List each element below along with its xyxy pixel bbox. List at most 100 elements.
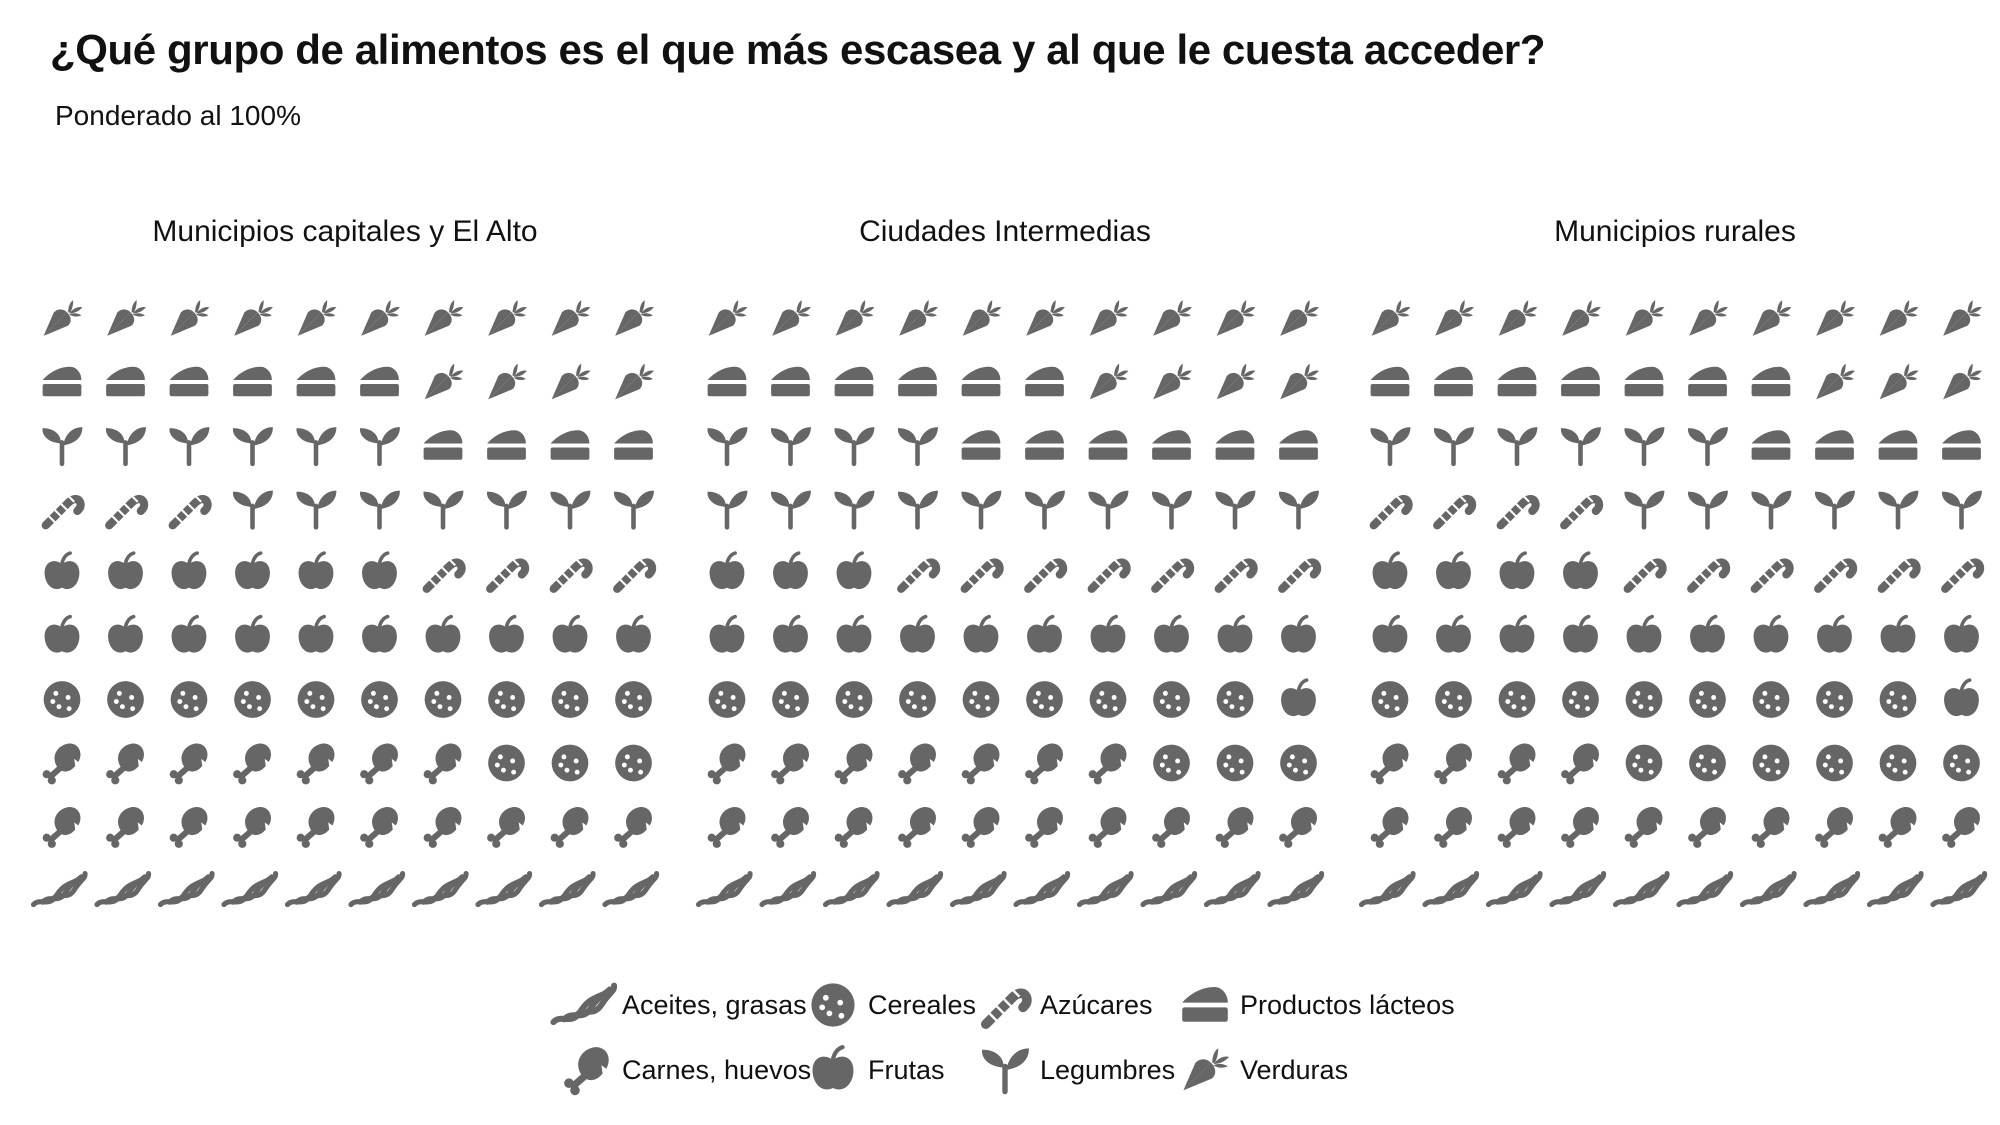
waffle-cell-cheese-icon <box>1088 430 1128 460</box>
waffle-cell-apple-icon <box>298 614 334 653</box>
legend-label-aceites: Aceites, grasas <box>622 990 807 1020</box>
waffle-cell-apple-icon <box>616 614 651 653</box>
waffle-cell-seedling-icon <box>1687 427 1728 467</box>
waffle-cell-drumstick-icon <box>1624 807 1663 848</box>
waffle-cell-apple-icon <box>1690 614 1725 653</box>
waffle-cell-drumstick-icon <box>296 807 335 848</box>
waffle-cell-apple-icon <box>1217 614 1253 653</box>
waffle-cell-candy-cane-icon <box>422 558 466 593</box>
waffle-cell-cheese-icon <box>1215 430 1255 460</box>
waffle-cell-seedling-icon <box>897 427 938 467</box>
waffle-cell-drumstick-icon <box>296 743 335 785</box>
waffle-cell-apple-icon <box>1499 614 1535 653</box>
legend-label-azucares: Azúcares <box>1040 990 1153 1020</box>
waffle-cell-apple-icon <box>44 614 80 653</box>
waffle-cell-cookie-icon <box>1943 744 1980 782</box>
waffle-cell-apple-icon <box>1281 614 1316 653</box>
waffle-cell-carrot-icon <box>1879 300 1919 336</box>
legend-label-legumbres: Legumbres <box>1040 1055 1176 1085</box>
chart-title: ¿Qué grupo de alimentos es el que más es… <box>50 26 1546 73</box>
waffle-cell-drumstick-icon <box>707 807 746 848</box>
waffle-cell-candy-cane-icon <box>1496 494 1540 530</box>
waffle-cell-carrot-icon <box>1816 363 1855 400</box>
waffle-cell-candy-cane-icon <box>613 558 657 593</box>
waffle-cell-carrot-icon <box>1625 300 1665 336</box>
waffle-cell-bacon-icon <box>1676 870 1734 908</box>
waffle-cell-cookie-icon <box>361 681 398 718</box>
waffle-cell-bacon-icon <box>348 870 406 908</box>
legend-label-lacteos: Productos lácteos <box>1240 990 1455 1020</box>
waffle-cell-carrot-icon <box>1026 300 1065 336</box>
panel-title-rurales: Municipios rurales <box>1554 215 1796 248</box>
waffle-cell-carrot-icon <box>424 363 464 400</box>
waffle-cell-cookie-icon <box>1089 681 1127 718</box>
waffle-cell-apple-icon <box>963 614 999 653</box>
waffle-cell-drumstick-icon <box>106 743 144 785</box>
waffle-cell-bacon-icon <box>94 870 152 908</box>
waffle-cell-seedling-icon <box>1215 490 1256 530</box>
waffle-cell-seedling-icon <box>1433 427 1474 467</box>
waffle-cell-seedling-icon <box>296 427 337 467</box>
waffle-cell-drumstick-icon <box>423 743 462 785</box>
waffle-cell-bacon-icon <box>886 870 944 908</box>
waffle-cell-cookie-icon <box>1153 744 1190 782</box>
waffle-cell-carrot-icon <box>488 300 527 336</box>
waffle-cell-candy-cane-icon <box>1214 558 1258 593</box>
waffle-cell-apple-icon <box>1372 551 1408 590</box>
waffle-cell-bacon-icon <box>1612 870 1670 908</box>
waffle-cell-cookie-icon <box>1562 681 1599 718</box>
panel-title-intermedias: Ciudades Intermedias <box>859 215 1151 248</box>
waffle-cell-drumstick-icon <box>1025 807 1063 848</box>
waffle-cell-seedling-icon <box>232 490 273 530</box>
waffle-cell-candy-cane-icon <box>1814 558 1858 593</box>
waffle-cell-apple-icon <box>362 614 397 653</box>
waffle-cell-cheese-icon <box>360 366 399 397</box>
waffle-cell-drumstick-icon <box>834 743 873 785</box>
waffle-cell-drumstick-icon <box>42 743 81 785</box>
waffle-cell-apple-icon <box>1944 678 1979 717</box>
legend-cookie-icon <box>811 983 855 1027</box>
waffle-cell-seedling-icon <box>486 490 527 530</box>
waffle-cell-seedling-icon <box>359 490 400 530</box>
waffle-cell-drumstick-icon <box>233 807 271 848</box>
waffle-cell-cookie-icon <box>107 681 144 718</box>
waffle-cell-carrot-icon <box>1216 300 1256 336</box>
waffle-cell-cookie-icon <box>1026 681 1063 718</box>
waffle-cell-carrot-icon <box>708 300 748 336</box>
waffle-cell-cheese-icon <box>1434 366 1473 397</box>
waffle-cell-drumstick-icon <box>1942 807 1980 848</box>
waffle-cell-cheese-icon <box>1025 366 1064 397</box>
waffle-cell-cookie-icon <box>615 744 652 782</box>
waffle-cell-apple-icon <box>1817 614 1852 653</box>
legend-label-cereales: Cereales <box>868 990 977 1020</box>
waffle-cell-bacon-icon <box>1140 870 1198 908</box>
waffle-cell-seedling-icon <box>42 427 83 467</box>
waffle-cell-candy-cane-icon <box>1750 558 1794 593</box>
waffle-cell-seedling-icon <box>1560 427 1601 467</box>
waffle-cell-seedling-icon <box>1814 490 1855 530</box>
waffle-cell-cheese-icon <box>1878 430 1918 460</box>
waffle-cell-cheese-icon <box>961 366 1001 397</box>
waffle-cell-carrot-icon <box>899 300 938 336</box>
waffle-cell-candy-cane-icon <box>1877 558 1921 593</box>
waffle-cell-carrot-icon <box>1498 300 1538 336</box>
waffle-cell-cookie-icon <box>1752 744 1790 782</box>
waffle-cell-apple-icon <box>425 614 461 653</box>
waffle-cell-carrot-icon <box>1280 363 1319 400</box>
waffle-cell-seedling-icon <box>105 427 146 467</box>
waffle-cell-carrot-icon <box>1371 300 1411 336</box>
waffle-cell-drumstick-icon <box>360 743 398 785</box>
waffle-cell-cheese-icon <box>169 366 209 397</box>
panel-title-capitales: Municipios capitales y El Alto <box>152 215 538 248</box>
waffle-cell-apple-icon <box>235 614 270 653</box>
waffle-cell-seedling-icon <box>1278 490 1319 530</box>
waffle-cell-candy-cane-icon <box>168 494 212 530</box>
waffle-cell-drumstick-icon <box>1815 807 1853 848</box>
waffle-cell-apple-icon <box>709 614 745 653</box>
waffle-cell-cookie-icon <box>835 681 873 718</box>
waffle-cell-drumstick-icon <box>1688 807 1726 848</box>
waffle-cell-apple-icon <box>709 551 745 590</box>
waffle-cell-cookie-icon <box>615 681 652 718</box>
waffle-cell-cookie-icon <box>1435 681 1472 718</box>
waffle-cell-apple-icon <box>1436 551 1471 590</box>
